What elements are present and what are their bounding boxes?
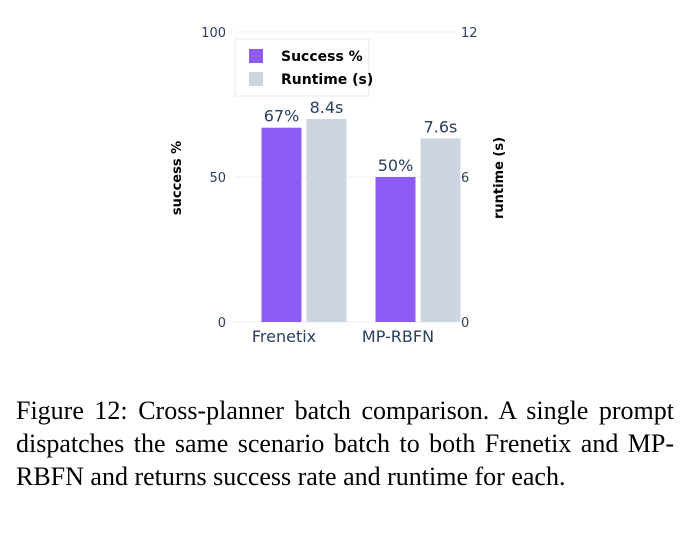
bar-runtime xyxy=(306,119,347,322)
data-label: 67% xyxy=(264,107,300,126)
bar-success xyxy=(261,127,302,322)
y2-axis-title: runtime (s) xyxy=(492,137,507,219)
y-axis-title: success % xyxy=(170,141,185,215)
data-label: 50% xyxy=(378,156,414,175)
bars xyxy=(261,119,461,322)
y2-tick-label: 6 xyxy=(461,171,469,186)
y2-tick-label: 0 xyxy=(461,316,469,331)
x-category-label: Frenetix xyxy=(252,327,316,346)
y-tick-label: 50 xyxy=(209,171,226,186)
axis-ticks: 0 50 100 0 6 12 Frenetix MP-RBFN xyxy=(201,26,477,346)
legend: Success % Runtime (s) xyxy=(234,38,373,97)
legend-swatch-runtime xyxy=(249,72,263,86)
legend-label-success: Success % xyxy=(281,49,363,65)
y-tick-label: 100 xyxy=(201,26,226,41)
x-category-label: MP-RBFN xyxy=(362,327,434,346)
legend-box xyxy=(234,38,370,97)
y-tick-label: 0 xyxy=(218,316,226,331)
data-labels: 67% 8.4s 50% 7.6s xyxy=(264,98,458,175)
bar-runtime xyxy=(420,138,461,322)
y2-tick-label: 12 xyxy=(461,26,478,41)
legend-label-runtime: Runtime (s) xyxy=(281,72,373,88)
bar-chart: 67% 8.4s 50% 7.6s 0 50 100 0 6 12 Frenetix MP-RBFN… xyxy=(170,26,507,346)
figure-caption: Figure 12: Cross-planner batch compariso… xyxy=(16,396,674,491)
data-label: 8.4s xyxy=(310,98,344,117)
bar-success xyxy=(375,177,416,322)
legend-swatch-success xyxy=(249,49,263,63)
data-label: 7.6s xyxy=(424,117,458,136)
